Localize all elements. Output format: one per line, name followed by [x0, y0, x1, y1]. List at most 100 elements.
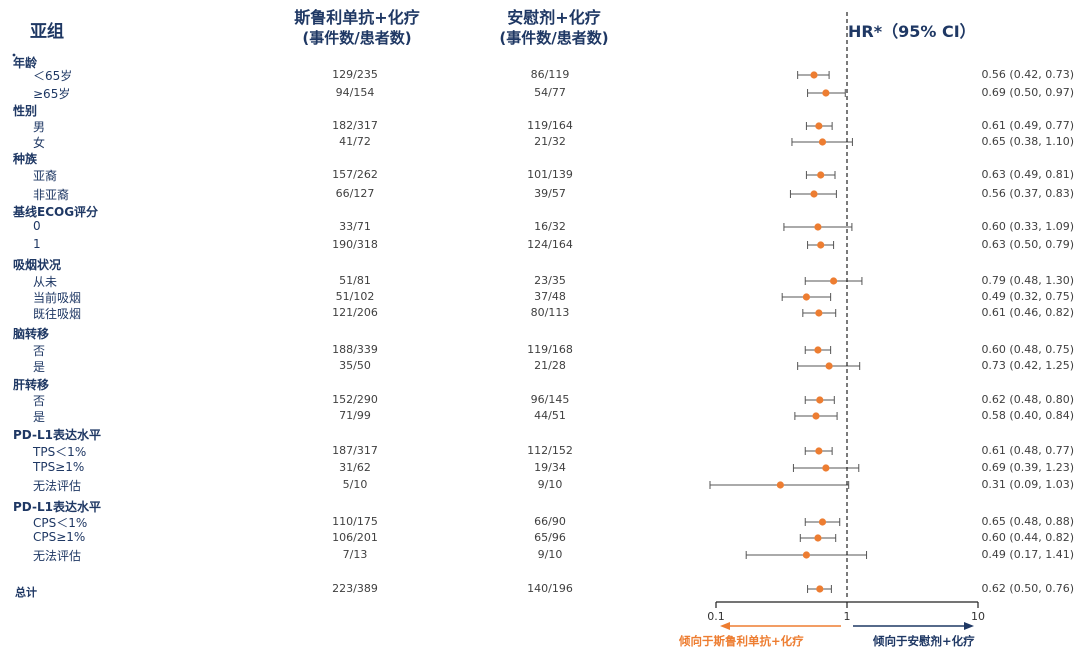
group-label: 基线ECOG评分 — [13, 205, 99, 219]
hr-point — [802, 551, 811, 559]
subgroup-label: 无法评估 — [33, 479, 82, 493]
hr-ci-value: 0.73 (0.42, 1.25) — [981, 359, 1074, 372]
subgroup-label: TPS≥1% — [33, 460, 85, 474]
arm2-header-line1: 安慰剂+化疗 — [507, 8, 601, 27]
hr-point — [817, 241, 825, 249]
arm2-count: 21/32 — [534, 135, 566, 148]
arm2-count: 37/48 — [534, 290, 566, 303]
hr-point — [817, 171, 825, 179]
favors-arm1-arrowhead — [720, 622, 730, 630]
hr-ci-value: 0.63 (0.49, 0.81) — [981, 168, 1074, 181]
hr-point — [814, 534, 822, 542]
subgroup-label: 0 — [33, 219, 41, 233]
arm1-count: 182/317 — [332, 119, 378, 132]
arm2-count: 39/57 — [534, 187, 566, 200]
arm1-count: 35/50 — [339, 359, 371, 372]
arm2-count: 54/77 — [534, 86, 566, 99]
arm1-header-line1: 斯鲁利单抗+化疗 — [294, 8, 420, 27]
arm2-count: 44/51 — [534, 409, 566, 422]
hr-ci-value: 0.31 (0.09, 1.03) — [981, 478, 1074, 491]
arm2-count: 66/90 — [534, 515, 566, 528]
arm1-count: 106/201 — [332, 531, 378, 544]
arm1-count: 121/206 — [332, 306, 378, 319]
hr-ci-value: 0.79 (0.48, 1.30) — [981, 274, 1074, 287]
subgroup-label: 无法评估 — [33, 549, 82, 563]
arm1-count: 187/317 — [332, 444, 378, 457]
group-label: 种族 — [13, 152, 38, 166]
subgroup-label: 从未 — [33, 275, 58, 289]
group-label: PD-L1表达水平 — [13, 500, 101, 514]
arm2-header: 安慰剂+化疗 (事件数/患者数) — [474, 8, 634, 48]
subgroup-label: CPS≥1% — [33, 530, 86, 544]
favors-arm2-arrowhead — [964, 622, 974, 630]
group-label: PD-L1表达水平 — [13, 428, 101, 442]
group-label: 脑转移 — [13, 327, 50, 341]
subgroup-label: 1 — [33, 237, 41, 251]
arm2-count: 96/145 — [530, 393, 570, 406]
hr-ci-value: 0.49 (0.17, 1.41) — [981, 548, 1074, 561]
arm1-count: 66/127 — [335, 187, 375, 200]
hr-point — [776, 481, 784, 489]
arm1-count: 152/290 — [332, 393, 378, 406]
hr-ci-value: 0.56 (0.42, 0.73) — [981, 68, 1074, 81]
hr-ci-value: 0.63 (0.50, 0.79) — [981, 238, 1074, 251]
arm2-count: 86/119 — [530, 68, 570, 81]
arm2-count: 140/196 — [527, 582, 573, 595]
arm2-count: 101/139 — [527, 168, 573, 181]
arm1-count: 110/175 — [332, 515, 378, 528]
arm1-header-line2: (事件数/患者数) — [302, 29, 412, 47]
subgroup-label: 否 — [33, 394, 46, 408]
subgroup-label: 非亚裔 — [33, 188, 70, 202]
hr-ci-value: 0.58 (0.40, 0.84) — [981, 409, 1074, 422]
hr-point — [822, 89, 830, 97]
arm2-count: 19/34 — [534, 461, 566, 474]
arm2-header-line2: (事件数/患者数) — [499, 29, 609, 47]
arm1-count: 5/10 — [342, 478, 368, 491]
arm1-count: 188/339 — [332, 343, 378, 356]
hr-ci-value: 0.56 (0.37, 0.83) — [981, 187, 1074, 200]
hr-ci-value: 0.69 (0.50, 0.97) — [981, 86, 1074, 99]
subgroup-label: 是 — [33, 360, 46, 374]
group-label: 性别 — [13, 104, 38, 118]
hr-header: HR*（95% CI） — [848, 22, 976, 41]
x-tick-label: 10 — [971, 610, 985, 623]
subgroup-label: ＜65岁 — [33, 69, 73, 83]
subgroup-label: 否 — [33, 344, 46, 358]
hr-ci-value: 0.61 (0.48, 0.77) — [981, 444, 1074, 457]
favors-arm1-label: 倾向于斯鲁利单抗+化疗 — [679, 634, 804, 648]
arm2-count: 112/152 — [527, 444, 573, 457]
hr-ci-value: 0.49 (0.32, 0.75) — [981, 290, 1074, 303]
arm2-count: 9/10 — [537, 548, 563, 561]
hr-point — [814, 223, 822, 231]
group-label: 年龄 — [13, 56, 38, 70]
favors-arm2-label: 倾向于安慰剂+化疗 — [873, 634, 975, 648]
arm1-count: 71/99 — [339, 409, 371, 422]
hr-ci-value: 0.65 (0.38, 1.10) — [981, 135, 1074, 148]
hr-point — [812, 412, 820, 420]
hr-ci-value: 0.61 (0.46, 0.82) — [981, 306, 1074, 319]
arm1-count: 94/154 — [335, 86, 375, 99]
hr-point — [810, 71, 818, 79]
arm1-count: 51/102 — [335, 290, 375, 303]
hr-point — [815, 122, 823, 130]
subgroup-label: 是 — [33, 410, 46, 424]
hr-point — [810, 190, 818, 198]
hr-point — [815, 447, 823, 455]
hr-ci-value: 0.60 (0.33, 1.09) — [981, 220, 1074, 233]
hr-ci-value: 0.69 (0.39, 1.23) — [981, 461, 1074, 474]
arm1-count: 129/235 — [332, 68, 378, 81]
arm2-count: 16/32 — [534, 220, 566, 233]
arm2-count: 9/10 — [537, 478, 563, 491]
hr-point — [814, 346, 822, 354]
arm2-count: 80/113 — [530, 306, 570, 319]
arm2-count: 65/96 — [534, 531, 566, 544]
arm2-count: 119/164 — [527, 119, 573, 132]
x-tick-label: 0.1 — [707, 610, 725, 623]
arm1-count: 190/318 — [332, 238, 378, 251]
hr-point — [822, 464, 830, 472]
arm1-count: 31/62 — [339, 461, 371, 474]
arm1-count: 33/71 — [339, 220, 371, 233]
subgroup-label: 当前吸烟 — [33, 291, 82, 305]
x-tick-label: 1 — [844, 610, 851, 623]
